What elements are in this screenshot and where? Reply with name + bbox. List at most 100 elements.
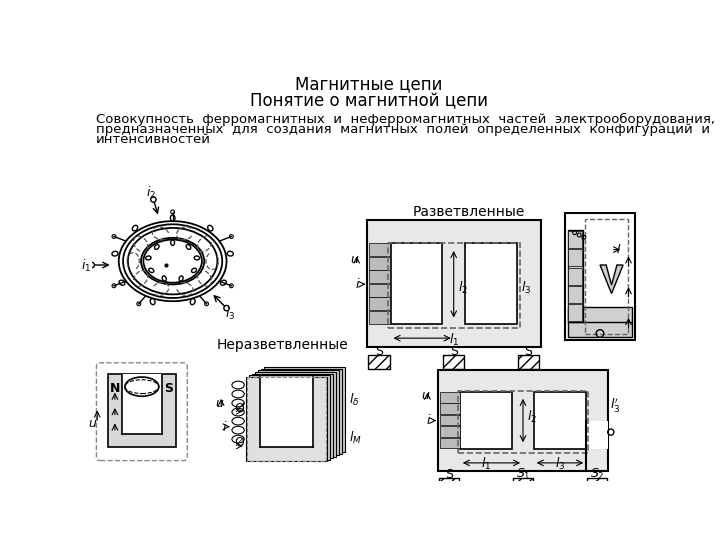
Bar: [122, 374, 162, 434]
Bar: [369, 244, 390, 256]
Text: $l_3'$: $l_3'$: [610, 396, 621, 415]
Bar: [439, 478, 459, 492]
Bar: [369, 298, 390, 310]
Text: $i_1$: $i_1$: [81, 258, 91, 274]
Text: u: u: [351, 253, 359, 266]
Bar: [440, 392, 460, 403]
Ellipse shape: [228, 251, 233, 256]
Ellipse shape: [119, 280, 125, 285]
Text: интенсивностей: интенсивностей: [96, 132, 211, 146]
Text: S: S: [445, 468, 453, 481]
Text: S: S: [450, 345, 458, 358]
Ellipse shape: [232, 408, 244, 416]
Bar: [249, 375, 330, 460]
Text: i: i: [355, 278, 359, 291]
Ellipse shape: [179, 276, 183, 281]
Bar: [568, 231, 582, 248]
Bar: [568, 305, 582, 321]
Ellipse shape: [232, 435, 244, 443]
Bar: [260, 377, 312, 448]
Text: I: I: [617, 244, 621, 256]
Ellipse shape: [186, 245, 191, 249]
Bar: [513, 478, 533, 492]
Text: Магнитные цепи: Магнитные цепи: [295, 76, 443, 93]
Ellipse shape: [232, 390, 244, 398]
Text: u: u: [215, 397, 223, 410]
Bar: [108, 374, 176, 448]
Bar: [586, 421, 608, 449]
Bar: [369, 311, 390, 323]
Ellipse shape: [192, 268, 197, 273]
Polygon shape: [600, 265, 623, 294]
Ellipse shape: [220, 280, 226, 285]
Bar: [367, 220, 541, 347]
Ellipse shape: [155, 245, 159, 249]
Bar: [567, 322, 632, 338]
Text: i: i: [222, 421, 226, 434]
Text: $i_2$: $i_2$: [146, 185, 156, 201]
Ellipse shape: [149, 268, 154, 273]
Text: $l_3$: $l_3$: [555, 456, 565, 472]
Text: Понятие о магнитной цепи: Понятие о магнитной цепи: [250, 92, 488, 111]
Bar: [565, 213, 634, 340]
Text: $l_2$: $l_2$: [527, 409, 537, 424]
Ellipse shape: [232, 417, 244, 425]
Text: S: S: [375, 345, 383, 358]
Text: S: S: [164, 382, 174, 395]
Bar: [568, 286, 582, 303]
Bar: [438, 370, 608, 470]
Bar: [261, 369, 342, 454]
Ellipse shape: [145, 256, 151, 260]
Bar: [440, 437, 460, 448]
Ellipse shape: [171, 240, 174, 245]
Bar: [585, 219, 628, 334]
Ellipse shape: [171, 215, 175, 221]
Text: $l_1$: $l_1$: [449, 332, 459, 348]
Text: $l_3$: $l_3$: [521, 280, 531, 296]
Bar: [369, 271, 390, 283]
Bar: [567, 307, 632, 323]
Bar: [440, 426, 460, 437]
Bar: [246, 377, 327, 461]
Text: Разветвленные: Разветвленные: [413, 205, 526, 219]
Bar: [567, 231, 583, 322]
Text: $l_2$: $l_2$: [457, 280, 467, 296]
Bar: [369, 284, 390, 296]
Text: предназначенных  для  создания  магнитных  полей  определенных  конфигураций  и: предназначенных для создания магнитных п…: [96, 123, 710, 136]
Bar: [252, 374, 333, 458]
Bar: [388, 242, 520, 328]
Ellipse shape: [112, 251, 118, 256]
Text: Совокупность  ферромагнитных  и  неферромагнитных  частей  электрооборудования,: Совокупность ферромагнитных и неферромаг…: [96, 112, 715, 126]
Ellipse shape: [194, 256, 199, 260]
Text: u: u: [89, 417, 96, 430]
Bar: [258, 370, 339, 455]
Ellipse shape: [150, 299, 155, 305]
Text: $i_3$: $i_3$: [225, 306, 235, 321]
Bar: [390, 244, 442, 325]
Bar: [443, 355, 464, 369]
Text: u: u: [421, 389, 429, 402]
Text: Ø: Ø: [234, 401, 244, 414]
Ellipse shape: [232, 381, 244, 389]
Bar: [460, 392, 512, 449]
Ellipse shape: [162, 276, 166, 281]
Ellipse shape: [132, 225, 138, 231]
Bar: [440, 403, 460, 414]
Bar: [255, 372, 336, 457]
Bar: [568, 268, 582, 285]
Text: $l_{\delta}$: $l_{\delta}$: [349, 392, 359, 408]
Bar: [457, 392, 588, 453]
Text: N: N: [109, 382, 120, 395]
Ellipse shape: [232, 426, 244, 434]
Bar: [440, 415, 460, 426]
Text: $S_1$: $S_1$: [516, 467, 531, 482]
Text: i: i: [427, 414, 431, 427]
Bar: [369, 257, 390, 269]
Text: $l_1$: $l_1$: [481, 456, 491, 472]
Bar: [518, 355, 539, 369]
Text: S: S: [524, 345, 532, 358]
Text: $l_M$: $l_M$: [349, 430, 361, 446]
Text: Неразветвленные: Неразветвленные: [217, 338, 348, 352]
Bar: [465, 244, 517, 325]
Bar: [587, 478, 607, 492]
